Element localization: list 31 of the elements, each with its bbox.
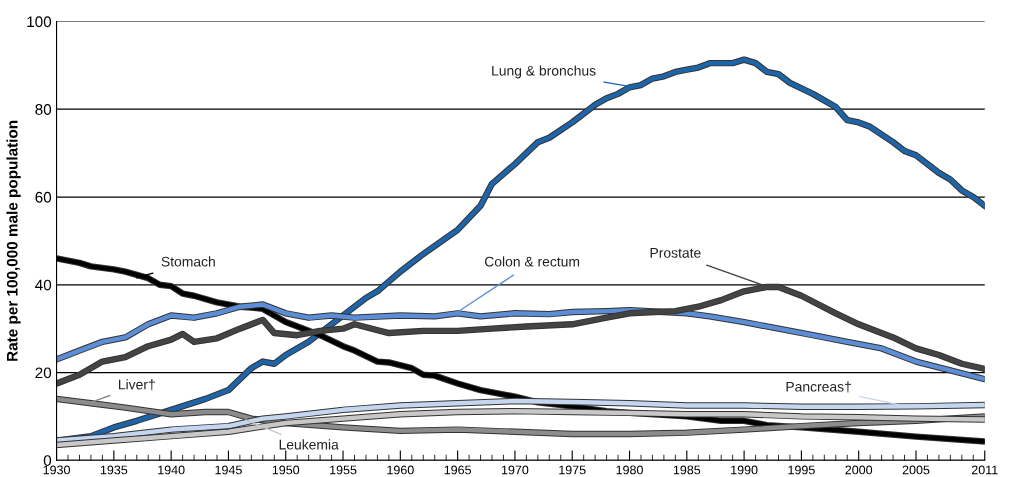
- y-tick-label: 0: [43, 455, 52, 466]
- text: Colon & rectum: [484, 256, 580, 267]
- y-tick-label: 40: [35, 279, 52, 291]
- x-tick-label: 1930: [43, 465, 70, 475]
- y-tick-label: 80: [35, 104, 52, 115]
- x-tick-label: 1960: [387, 465, 414, 475]
- series-label: Pancreas†: [786, 381, 851, 393]
- y-tick-label: 100: [27, 16, 52, 28]
- x-tick-label: 1965: [444, 465, 472, 475]
- x-tick-label: 1995: [788, 465, 815, 475]
- x-tick-label: 1940: [158, 465, 185, 475]
- x-tick-label: 1955: [330, 465, 357, 475]
- x-tick-label: 2005: [902, 465, 930, 475]
- y-tick-label: 20: [35, 367, 52, 379]
- series-label: Stomach: [161, 256, 215, 267]
- series-label: Lung & bronchus: [492, 65, 596, 79]
- x-tick-label: 1950: [272, 465, 300, 475]
- series-label: Liver†: [119, 379, 155, 391]
- x-tick-label: 1975: [559, 465, 586, 475]
- y-axis-title: Rate per 100,000 male population: [6, 120, 21, 361]
- x-tick-label: 1935: [100, 465, 128, 475]
- x-tick-label: 2000: [845, 465, 873, 475]
- x-tick-label: 1980: [616, 465, 643, 475]
- x-tick-label: 1970: [501, 465, 529, 475]
- y-tick-label: 60: [35, 191, 52, 203]
- x-tick-label: 1945: [215, 465, 242, 475]
- x-tick-label: 1985: [673, 465, 701, 475]
- text: Prostate: [650, 248, 701, 258]
- x-tick-label: 2011: [971, 465, 998, 475]
- series-label: Leukemia: [279, 439, 339, 450]
- x-tick-label: 1990: [731, 465, 758, 475]
